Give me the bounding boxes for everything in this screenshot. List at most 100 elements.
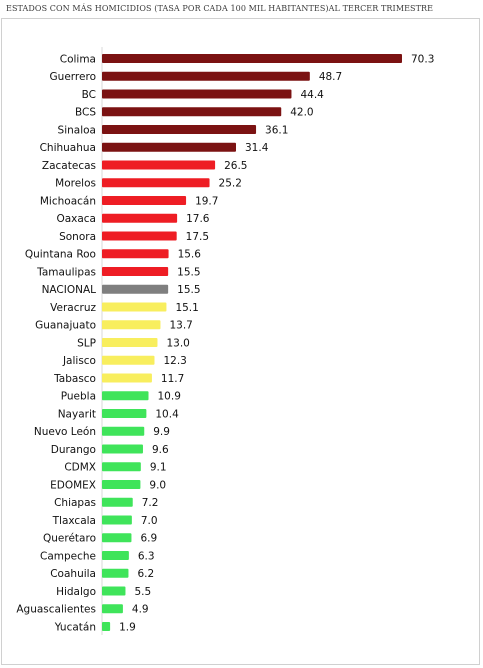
bar-zacatecas	[102, 160, 216, 170]
value-label-chiapas: 7.2	[142, 497, 159, 509]
value-label-cdmx: 9.1	[150, 462, 167, 474]
value-label-sinaloa: 36.1	[265, 124, 288, 136]
value-label-morelos: 25.2	[219, 178, 242, 190]
category-label-campeche: Campeche	[40, 550, 96, 562]
category-label-oaxaca: Oaxaca	[56, 213, 96, 225]
category-label-sinaloa: Sinaloa	[58, 124, 96, 136]
category-label-aguascalientes: Aguascalientes	[16, 604, 96, 616]
value-label-chihuahua: 31.4	[245, 142, 269, 154]
value-label-oaxaca: 17.6	[186, 213, 210, 225]
bar-nacional	[102, 284, 169, 294]
category-label-queretaro: Querétaro	[43, 533, 96, 545]
category-label-michoacan: Michoacán	[40, 195, 96, 207]
bar-queretaro	[102, 533, 132, 543]
category-label-nayarit: Nayarit	[58, 408, 96, 420]
value-label-durango: 9.6	[152, 444, 169, 456]
value-label-yucatan: 1.9	[119, 621, 136, 633]
value-label-tamaulipas: 15.5	[177, 266, 200, 278]
category-label-nacional: NACIONAL	[42, 284, 97, 296]
category-label-tlaxcala: Tlaxcala	[52, 515, 96, 527]
category-label-guerrero: Guerrero	[50, 71, 96, 83]
bar-morelos	[102, 178, 210, 188]
value-label-guerrero: 48.7	[319, 71, 342, 83]
value-label-edomex: 9.0	[149, 479, 166, 491]
bar-michoacan	[102, 196, 187, 205]
bar-bc	[102, 89, 292, 99]
value-label-campeche: 6.3	[138, 550, 155, 562]
value-label-coahuila: 6.2	[137, 568, 154, 580]
value-label-nuevo-leon: 9.9	[153, 426, 170, 438]
value-label-slp: 13.0	[166, 337, 189, 349]
bar-hidalgo	[102, 586, 126, 596]
value-label-quintana-roo: 15.6	[178, 249, 202, 261]
bar-quintana-roo	[102, 249, 169, 259]
value-label-veracruz: 15.1	[175, 302, 198, 314]
chart-frame: Colima 70.3 Guerrero 48.7 BC 44.4 BCS 42.0 Sinal…	[1, 18, 480, 665]
bar-tamaulipas	[102, 267, 169, 276]
bar-chihuahua	[102, 142, 236, 152]
bar-campeche	[102, 551, 129, 560]
category-label-cdmx: CDMX	[64, 462, 96, 474]
category-label-chiapas: Chiapas	[54, 497, 96, 509]
category-label-hidalgo: Hidalgo	[56, 586, 96, 598]
category-label-guanajuato: Guanajuato	[35, 320, 96, 332]
category-label-bcs: BCS	[75, 107, 96, 119]
category-label-puebla: Puebla	[61, 391, 96, 403]
bar-chiapas	[102, 497, 133, 507]
bar-jalisco	[102, 355, 155, 365]
value-label-jalisco: 12.3	[163, 355, 186, 367]
category-label-tabasco: Tabasco	[53, 373, 96, 385]
bar-oaxaca	[102, 213, 178, 223]
category-label-veracruz: Veracruz	[50, 302, 96, 314]
value-label-zacatecas: 26.5	[224, 160, 247, 172]
bar-veracruz	[102, 302, 167, 312]
category-label-morelos: Morelos	[55, 178, 96, 190]
value-label-sonora: 17.5	[186, 231, 209, 243]
bar-puebla	[102, 391, 149, 401]
bar-guerrero	[102, 71, 310, 81]
value-label-colima: 70.3	[411, 53, 434, 65]
bar-coahuila	[102, 568, 129, 578]
category-label-jalisco: Jalisco	[62, 355, 96, 367]
value-label-tabasco: 11.7	[161, 373, 184, 385]
value-label-bcs: 42.0	[290, 107, 313, 119]
category-label-zacatecas: Zacatecas	[42, 160, 96, 172]
value-label-puebla: 10.9	[158, 391, 181, 403]
value-label-aguascalientes: 4.9	[132, 604, 149, 616]
category-label-bc: BC	[82, 89, 96, 101]
bar-durango	[102, 444, 143, 454]
value-label-nacional: 15.5	[177, 284, 200, 296]
bar-slp	[102, 338, 158, 347]
category-label-quintana-roo: Quintana Roo	[25, 249, 96, 261]
value-label-tlaxcala: 7.0	[141, 515, 158, 527]
category-label-sonora: Sonora	[59, 231, 96, 243]
value-label-hidalgo: 5.5	[134, 586, 151, 598]
bar-nayarit	[102, 409, 147, 418]
bar-nuevo-leon	[102, 426, 145, 436]
value-label-guanajuato: 13.7	[169, 320, 192, 332]
category-label-coahuila: Coahuila	[50, 568, 96, 580]
bar-aguascalientes	[102, 604, 123, 614]
chart-title: ESTADOS CON MÁS HOMICIDIOS (TASA POR CAD…	[6, 4, 434, 13]
category-label-nuevo-leon: Nuevo León	[34, 426, 96, 438]
bar-edomex	[102, 480, 141, 489]
bar-tlaxcala	[102, 515, 132, 525]
value-label-bc: 44.4	[300, 89, 324, 101]
value-label-michoacan: 19.7	[195, 195, 218, 207]
category-label-colima: Colima	[60, 53, 96, 65]
category-label-slp: SLP	[77, 337, 96, 349]
bar-colima	[102, 54, 402, 63]
bar-sinaloa	[102, 125, 257, 134]
value-label-nayarit: 10.4	[155, 408, 179, 420]
bar-bcs	[102, 107, 282, 117]
category-label-tamaulipas: Tamaulipas	[36, 266, 96, 278]
bar-chart: Colima 70.3 Guerrero 48.7 BC 44.4 BCS 42.0 Sinal…	[16, 47, 434, 635]
category-label-chihuahua: Chihuahua	[40, 142, 96, 154]
bar-tabasco	[102, 373, 152, 383]
bar-sonora	[102, 231, 177, 241]
bar-cdmx	[102, 462, 141, 472]
category-label-edomex: EDOMEX	[50, 479, 96, 491]
value-label-queretaro: 6.9	[140, 533, 157, 545]
category-label-durango: Durango	[51, 444, 96, 456]
bar-guanajuato	[102, 320, 161, 330]
